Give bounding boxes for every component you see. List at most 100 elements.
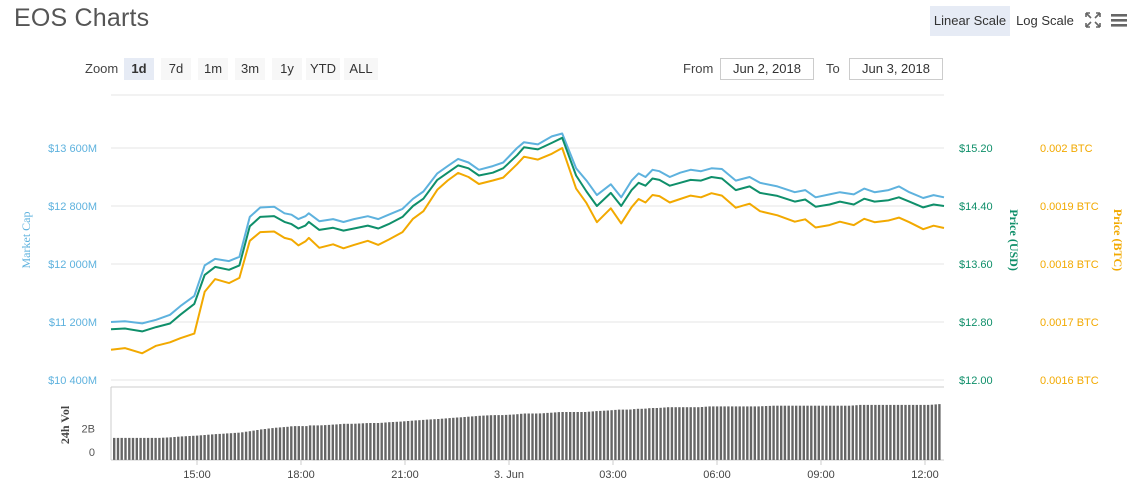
- volume-bar: [410, 420, 414, 460]
- volume-bar: [877, 404, 881, 460]
- volume-bar: [712, 406, 715, 460]
- market-cap-axis-title: Market Cap: [19, 212, 33, 269]
- volume-bar: [188, 436, 191, 460]
- volume-bar: [244, 431, 248, 460]
- volume-bar: [124, 437, 127, 460]
- volume-bar: [139, 437, 142, 460]
- volume-bar: [297, 426, 300, 460]
- price-btc-tick-label: 0.0018 BTC: [1040, 259, 1099, 271]
- volume-bar: [557, 412, 560, 460]
- volume-bar: [146, 437, 150, 460]
- x-tick-label: 18:00: [287, 469, 315, 481]
- volume-bar: [553, 412, 557, 460]
- volume-bar: [866, 404, 869, 460]
- volume-bar: [150, 437, 154, 460]
- volume-bar: [893, 404, 896, 460]
- zoom-ytd-button[interactable]: YTD: [306, 58, 340, 80]
- volume-bar: [422, 419, 425, 460]
- zoom-1d-button[interactable]: 1d: [124, 58, 154, 80]
- fullscreen-icon[interactable]: [1083, 10, 1103, 30]
- volume-bar: [870, 404, 873, 460]
- log-scale-button[interactable]: Log Scale: [1016, 13, 1074, 28]
- volume-bar: [248, 431, 252, 460]
- volume-axis-title: 24h Vol: [58, 405, 72, 444]
- price-btc-axis-title: Price (BTC): [1111, 209, 1125, 271]
- volume-bar: [305, 426, 308, 460]
- volume-bar: [391, 422, 395, 460]
- volume-bar: [173, 437, 176, 460]
- volume-bar: [467, 416, 470, 460]
- to-label: To: [826, 61, 840, 76]
- volume-bar: [365, 423, 368, 460]
- volume-bar: [904, 404, 907, 460]
- volume-bar: [199, 435, 203, 460]
- price-usd-tick-label: $13.60: [959, 259, 993, 271]
- volume-bar: [437, 419, 440, 460]
- volume-bar: [433, 419, 436, 460]
- volume-bar: [633, 409, 636, 460]
- price-usd-line: [110, 136, 945, 333]
- volume-bar: [795, 405, 798, 460]
- volume-bar: [482, 415, 485, 460]
- volume-bar: [388, 422, 391, 460]
- volume-bar: [926, 404, 930, 460]
- volume-bar: [301, 426, 304, 460]
- volume-bar: [621, 409, 625, 460]
- zoom-all-button[interactable]: ALL: [344, 58, 378, 80]
- hamburger-menu-icon[interactable]: [1109, 10, 1129, 30]
- x-tick-label: 09:00: [807, 469, 835, 481]
- volume-bar: [584, 412, 587, 460]
- volume-bar: [263, 429, 267, 460]
- volume-bar: [697, 407, 700, 460]
- price-usd-axis-title: Price (USD): [1007, 209, 1021, 271]
- volume-bar: [143, 437, 146, 460]
- volume-bar: [278, 427, 282, 460]
- to-date-input[interactable]: Jun 3, 2018: [849, 58, 943, 80]
- volume-bar: [207, 434, 210, 460]
- linear-scale-button[interactable]: Linear Scale: [930, 6, 1010, 36]
- volume-bar: [723, 406, 726, 460]
- x-tick-label: 15:00: [183, 469, 211, 481]
- volume-bar: [576, 412, 579, 460]
- x-tick-label: 06:00: [703, 469, 731, 481]
- volume-bar: [497, 415, 500, 460]
- from-date-input[interactable]: Jun 2, 2018: [720, 58, 814, 80]
- volume-bar: [222, 433, 225, 460]
- x-tick-label: 12:00: [911, 469, 939, 481]
- volume-bar: [169, 437, 172, 460]
- volume-bar: [727, 406, 730, 460]
- volume-bar: [738, 406, 741, 460]
- volume-bar: [425, 419, 429, 460]
- volume-bar: [889, 404, 892, 460]
- volume-bar: [440, 418, 444, 460]
- volume-bar: [546, 412, 549, 460]
- volume-bar: [229, 433, 233, 460]
- zoom-7d-button[interactable]: 7d: [161, 58, 191, 80]
- volume-bar: [798, 405, 802, 460]
- volume-bar: [542, 413, 545, 460]
- volume-bar: [376, 423, 380, 460]
- volume-bar: [847, 405, 851, 460]
- volume-bar: [787, 405, 790, 460]
- zoom-3m-button[interactable]: 3m: [235, 58, 265, 80]
- volume-bar: [455, 417, 459, 460]
- volume-bar: [346, 423, 349, 460]
- volume-bar: [237, 432, 240, 460]
- volume-bar: [580, 412, 583, 460]
- volume-bar: [746, 406, 749, 460]
- market-cap-tick-label: $12 800M: [48, 201, 97, 213]
- volume-bar: [678, 407, 681, 460]
- volume-bar: [700, 407, 704, 460]
- volume-bar: [350, 423, 353, 460]
- volume-bar: [286, 426, 289, 460]
- zoom-1y-button[interactable]: 1y: [272, 58, 302, 80]
- volume-bar: [275, 427, 278, 460]
- price-usd-tick-label: $12.00: [959, 375, 993, 387]
- volume-bar: [874, 404, 877, 460]
- volume-bar: [881, 404, 885, 460]
- volume-bar: [354, 423, 357, 460]
- zoom-1m-button[interactable]: 1m: [198, 58, 228, 80]
- volume-bar: [757, 406, 760, 460]
